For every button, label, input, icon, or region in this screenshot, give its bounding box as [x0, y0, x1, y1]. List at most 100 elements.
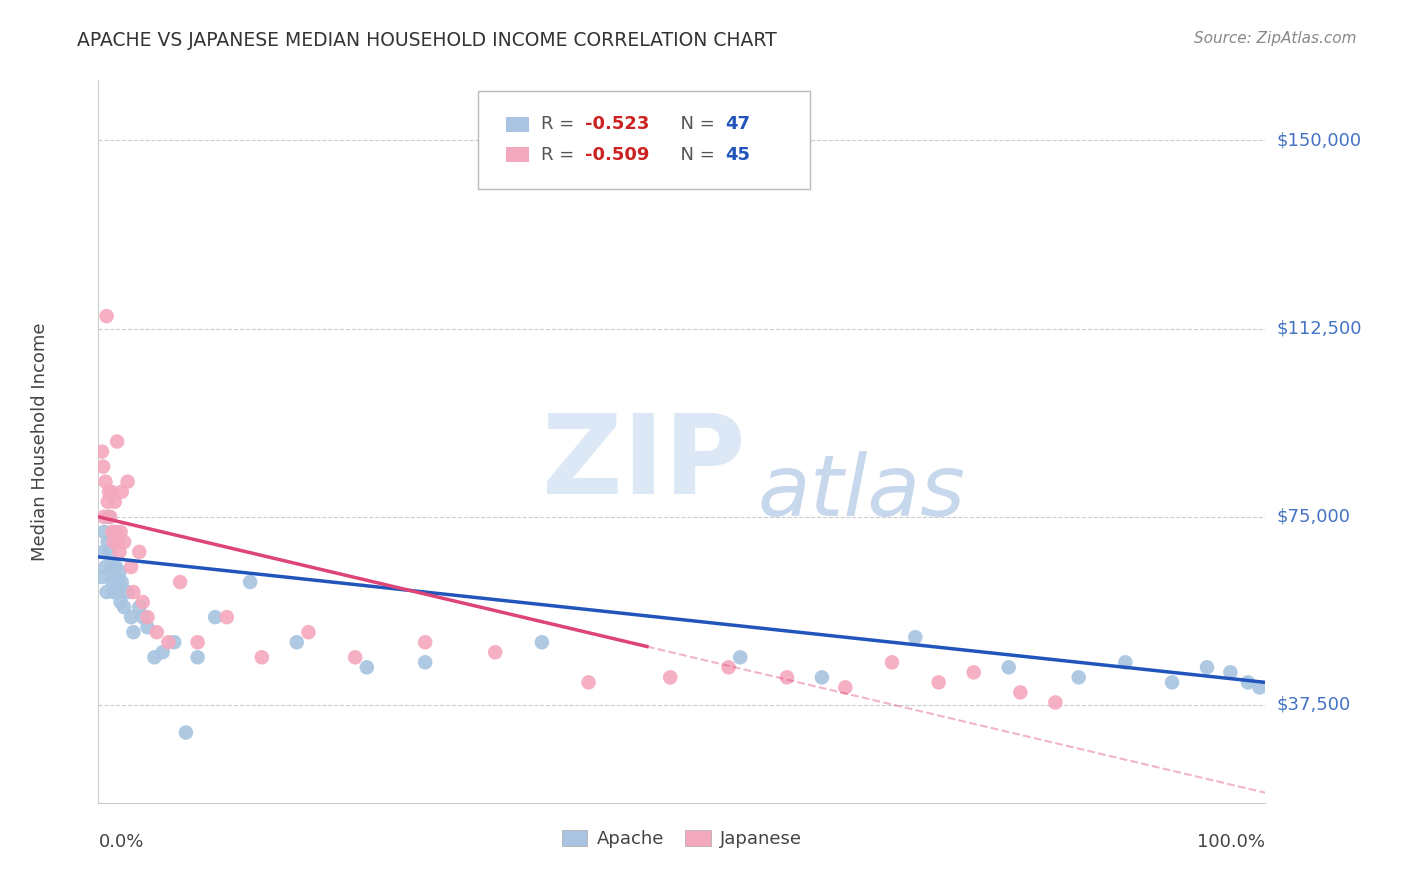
Point	[215, 610, 238, 624]
Point	[112, 600, 135, 615]
Text: Median Household Income: Median Household Income	[31, 322, 49, 561]
Point	[117, 585, 139, 599]
Point	[1010, 685, 1032, 699]
Point	[104, 560, 127, 574]
Point	[103, 534, 125, 549]
Point	[136, 620, 159, 634]
Point	[96, 585, 118, 599]
Point	[128, 545, 150, 559]
Point	[120, 560, 142, 574]
Point	[105, 585, 128, 599]
Text: $75,000: $75,000	[1277, 508, 1351, 525]
Point	[110, 524, 132, 539]
Point	[120, 610, 142, 624]
Text: R =: R =	[541, 115, 579, 133]
Point	[136, 610, 159, 624]
FancyBboxPatch shape	[506, 117, 529, 132]
Point	[101, 524, 124, 539]
Point	[997, 660, 1019, 674]
Point	[97, 534, 120, 549]
Point	[717, 660, 740, 674]
Text: 45: 45	[725, 145, 749, 164]
Point	[928, 675, 950, 690]
Point	[1114, 655, 1136, 669]
Point	[97, 494, 120, 508]
Text: 47: 47	[725, 115, 749, 133]
Point	[157, 635, 180, 649]
Point	[93, 509, 115, 524]
Point	[101, 574, 124, 589]
Text: 100.0%: 100.0%	[1198, 833, 1265, 851]
Point	[163, 635, 186, 649]
Point	[880, 655, 903, 669]
Point	[104, 494, 127, 508]
Text: ZIP: ZIP	[541, 409, 745, 516]
Point	[1219, 665, 1241, 680]
Point	[132, 595, 155, 609]
Point	[100, 560, 122, 574]
Point	[1249, 681, 1271, 695]
Point	[285, 635, 308, 649]
Point	[111, 574, 134, 589]
Point	[91, 459, 114, 474]
Text: $37,500: $37,500	[1277, 696, 1351, 714]
Point	[187, 650, 209, 665]
Point	[108, 545, 131, 559]
Point	[132, 610, 155, 624]
Point	[128, 600, 150, 615]
Point	[187, 635, 209, 649]
Point	[204, 610, 226, 624]
Legend: Apache, Japanese: Apache, Japanese	[555, 822, 808, 855]
Point	[90, 570, 112, 584]
Point	[104, 570, 127, 584]
Point	[1237, 675, 1260, 690]
Point	[239, 574, 262, 589]
Text: N =: N =	[669, 115, 720, 133]
FancyBboxPatch shape	[506, 147, 529, 162]
Point	[413, 655, 436, 669]
Text: 0.0%: 0.0%	[98, 833, 143, 851]
Point	[1067, 670, 1090, 684]
Point	[146, 625, 169, 640]
Point	[91, 545, 114, 559]
Point	[107, 574, 129, 589]
Point	[100, 484, 122, 499]
Point	[834, 681, 856, 695]
Point	[98, 509, 121, 524]
Point	[344, 650, 367, 665]
Point	[1045, 696, 1067, 710]
Point	[962, 665, 984, 680]
Text: Source: ZipAtlas.com: Source: ZipAtlas.com	[1194, 31, 1357, 46]
Point	[108, 565, 131, 579]
Point	[96, 309, 118, 323]
Point	[484, 645, 506, 659]
Point	[97, 509, 120, 524]
Point	[174, 725, 197, 739]
Point	[169, 574, 191, 589]
Point	[117, 475, 139, 489]
Point	[578, 675, 600, 690]
Point	[105, 434, 128, 449]
Point	[356, 660, 378, 674]
Point	[250, 650, 273, 665]
Point	[107, 534, 129, 549]
Text: R =: R =	[541, 145, 579, 164]
Point	[94, 475, 117, 489]
Point	[659, 670, 682, 684]
Point	[94, 560, 117, 574]
Point	[97, 484, 120, 499]
Point	[811, 670, 834, 684]
Text: -0.509: -0.509	[585, 145, 650, 164]
Point	[122, 625, 145, 640]
Point	[1195, 660, 1218, 674]
Text: APACHE VS JAPANESE MEDIAN HOUSEHOLD INCOME CORRELATION CHART: APACHE VS JAPANESE MEDIAN HOUSEHOLD INCO…	[77, 31, 778, 50]
Point	[122, 585, 145, 599]
Point	[93, 524, 115, 539]
Point	[730, 650, 752, 665]
Point	[103, 585, 125, 599]
Text: $150,000: $150,000	[1277, 131, 1361, 150]
Point	[297, 625, 319, 640]
Point	[904, 630, 927, 644]
Point	[530, 635, 553, 649]
Text: -0.523: -0.523	[585, 115, 650, 133]
